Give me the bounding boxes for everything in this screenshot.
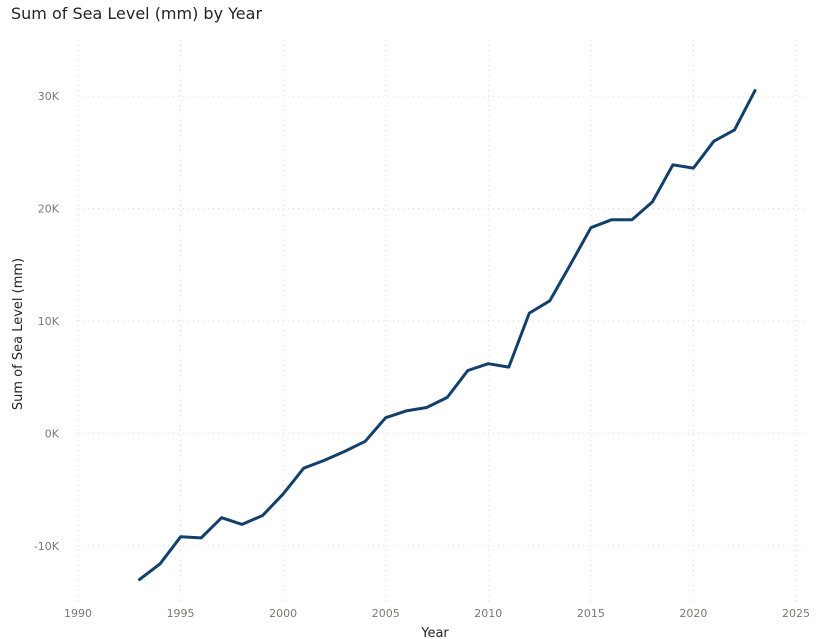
data-point[interactable]	[359, 435, 371, 447]
data-point[interactable]	[687, 162, 699, 174]
y-tick-label: -10K	[34, 540, 60, 553]
grid-layer	[77, 40, 804, 602]
tick-label-layer: -10K 0K 10K 20K 30K 1990 1995 2000 2005 2010 2015 2…	[34, 90, 810, 620]
series-line	[138, 89, 757, 581]
data-point[interactable]	[462, 365, 474, 377]
y-axis-title: Sum of Sea Level (mm)	[11, 258, 26, 410]
data-point[interactable]	[544, 295, 556, 307]
y-tick-label: 10K	[38, 315, 60, 328]
data-point[interactable]	[749, 85, 761, 97]
x-tick-label: 2000	[269, 607, 297, 620]
x-tick-label: 2010	[474, 607, 502, 620]
data-point[interactable]	[482, 358, 494, 370]
data-point[interactable]	[175, 531, 187, 543]
data-point[interactable]	[605, 214, 617, 226]
data-point[interactable]	[195, 532, 207, 544]
data-point[interactable]	[523, 307, 535, 319]
y-tick-label: 20K	[38, 203, 60, 216]
data-point[interactable]	[216, 512, 228, 524]
x-tick-label: 2015	[577, 607, 605, 620]
y-tick-label: 0K	[45, 427, 60, 440]
data-point[interactable]	[257, 510, 269, 522]
data-point[interactable]	[400, 405, 412, 417]
data-point[interactable]	[585, 222, 597, 234]
data-point[interactable]	[277, 488, 289, 500]
data-point[interactable]	[339, 445, 351, 457]
data-point[interactable]	[626, 214, 638, 226]
y-tick-label: 30K	[38, 90, 60, 103]
data-point[interactable]	[236, 518, 248, 530]
x-tick-label: 2025	[782, 607, 810, 620]
data-point[interactable]	[298, 462, 310, 474]
chart-title: Sum of Sea Level (mm) by Year	[11, 4, 263, 23]
data-point[interactable]	[729, 124, 741, 136]
data-point[interactable]	[380, 412, 392, 424]
data-point[interactable]	[318, 454, 330, 466]
x-tick-label: 1995	[167, 607, 195, 620]
data-point[interactable]	[708, 135, 720, 147]
data-point[interactable]	[421, 402, 433, 414]
data-point[interactable]	[503, 361, 515, 373]
data-point[interactable]	[667, 159, 679, 171]
x-tick-label: 1990	[64, 607, 92, 620]
x-tick-label: 2005	[372, 607, 400, 620]
x-tick-label: 2020	[679, 607, 707, 620]
data-point[interactable]	[564, 259, 576, 271]
data-point[interactable]	[646, 196, 658, 208]
data-point[interactable]	[134, 574, 146, 586]
data-point[interactable]	[154, 558, 166, 570]
data-point[interactable]	[441, 391, 453, 403]
x-axis-title: Year	[420, 626, 449, 639]
series-layer	[134, 85, 761, 586]
